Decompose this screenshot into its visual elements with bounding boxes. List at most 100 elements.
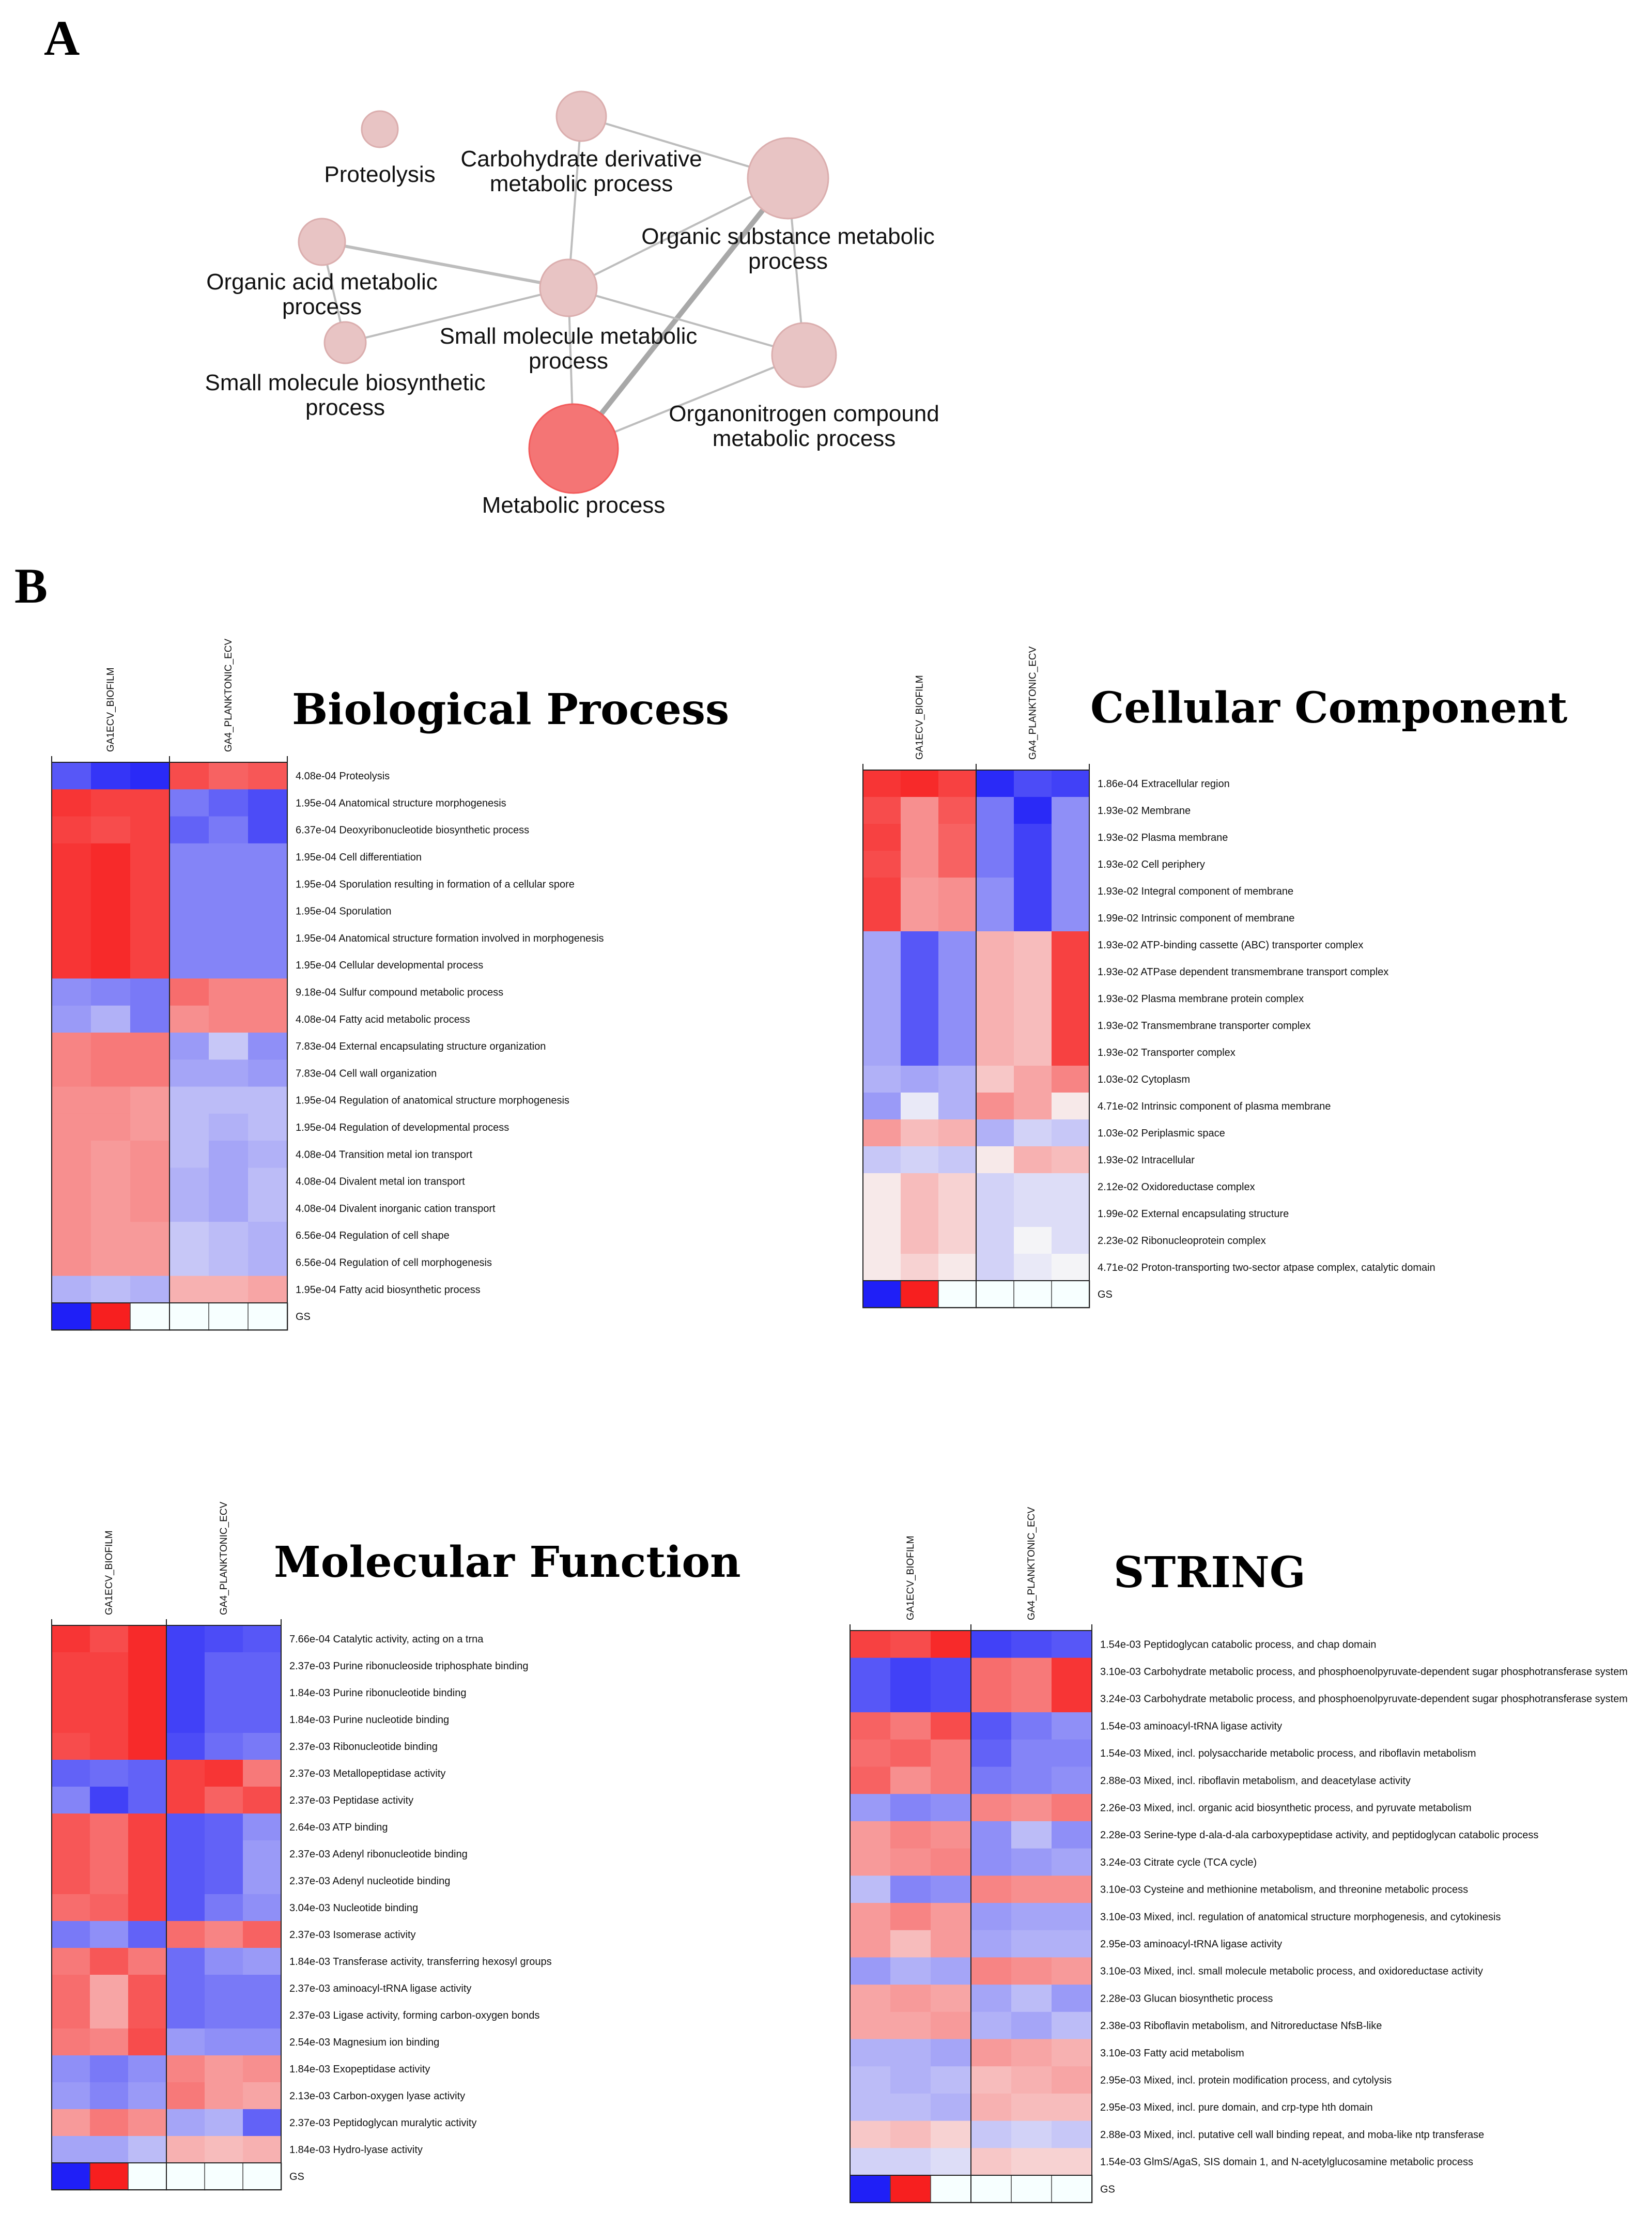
heatmap-cell xyxy=(850,1902,891,1931)
heatmap-cell xyxy=(128,1840,167,1868)
heatmap-cell xyxy=(1052,1985,1092,2012)
heatmap-svg: GA1ECV_BIOFILM GA4_PLANKTONIC_ECV 4.08e-04… xyxy=(51,639,604,1331)
heatmap-cell xyxy=(890,1630,931,1658)
heatmap-cell xyxy=(850,2066,891,2094)
heatmap-cell xyxy=(91,1059,131,1087)
heatmap-row-label: 1.84e-03 Transferase activity, transferr… xyxy=(289,1956,552,1968)
heatmap-cell xyxy=(209,978,249,1006)
heatmap-cell xyxy=(938,985,977,1012)
heatmap-cell xyxy=(890,1794,931,1822)
heatmap-cell xyxy=(850,1821,891,1849)
heatmap-row-label: 1.84e-03 Purine nucleotide binding xyxy=(289,1714,449,1726)
heatmap-cell xyxy=(850,1848,891,1876)
heatmap-cell xyxy=(863,1093,901,1120)
heatmap-row-label: 1.54e-03 Peptidoglycan catabolic process… xyxy=(1100,1639,1376,1650)
heatmap-cell xyxy=(1014,985,1052,1012)
heatmap-cell xyxy=(976,1200,1014,1227)
heatmap-cell xyxy=(205,1733,243,1760)
heatmap-cell xyxy=(248,870,288,898)
heatmap-cell xyxy=(890,1712,931,1740)
heatmap-cell xyxy=(850,1794,891,1822)
gs-cell xyxy=(166,2162,206,2191)
heatmap-cell xyxy=(130,897,170,925)
heatmap-cell xyxy=(976,985,1014,1012)
heatmap-cell xyxy=(169,951,209,979)
heatmap-cell xyxy=(130,1113,170,1141)
heatmap-cell xyxy=(243,1679,282,1707)
heatmap-cell xyxy=(243,1625,282,1653)
heatmap-cell xyxy=(166,1760,205,1787)
heatmap-cell xyxy=(166,1814,205,1841)
heatmap-cell xyxy=(52,1814,90,1841)
heatmap-cell xyxy=(91,789,131,817)
heatmap-cell xyxy=(1011,1712,1052,1740)
heatmap-cell xyxy=(938,770,977,797)
heatmap-cell xyxy=(1011,1794,1052,1822)
heatmap-cell xyxy=(169,1032,209,1060)
heatmap-cell xyxy=(243,2109,282,2137)
heatmap-cell xyxy=(243,2002,282,2029)
heatmap-cell xyxy=(938,904,977,932)
network-edge xyxy=(321,240,569,289)
heatmap-cell xyxy=(901,1119,939,1147)
heatmap-cell xyxy=(128,1706,167,1733)
heatmap-cell xyxy=(901,1200,939,1227)
heatmap-cell xyxy=(931,1712,971,1740)
heatmap-row-label: 2.26e-03 Mixed, incl. organic acid biosy… xyxy=(1100,1803,1472,1814)
heatmap-cell xyxy=(243,1867,282,1895)
heatmap-cell xyxy=(52,978,91,1006)
heatmap-cell xyxy=(128,1867,167,1895)
heatmap-cell xyxy=(209,1275,249,1303)
heatmap-cell xyxy=(52,1679,90,1707)
heatmap-cell xyxy=(169,1275,209,1303)
heatmap-cell xyxy=(91,1032,131,1060)
heatmap-cell xyxy=(1011,1848,1052,1876)
heatmap-cell xyxy=(1052,1200,1090,1227)
heatmap-cell xyxy=(169,1141,209,1169)
heatmap-cell xyxy=(91,1194,131,1222)
heatmap-row-label: 6.56e-04 Regulation of cell morphogenesi… xyxy=(296,1257,492,1269)
heatmap-cell xyxy=(128,1894,167,1922)
heatmap-cell xyxy=(1014,824,1052,851)
heatmap-cell xyxy=(243,2082,282,2110)
heatmap-cell xyxy=(971,2093,1012,2122)
heatmap-cell xyxy=(976,824,1014,851)
heatmap-cell xyxy=(90,1814,129,1841)
heatmap-cell xyxy=(1052,1657,1092,1685)
heatmap-cell xyxy=(1011,1957,1052,1985)
heatmap-cell xyxy=(243,1733,282,1760)
heatmap-row-label: 1.84e-03 Hydro-lyase activity xyxy=(289,2144,423,2156)
heatmap-cell xyxy=(130,843,170,871)
heatmap-cell xyxy=(976,851,1014,878)
heatmap-cell xyxy=(90,1652,129,1680)
heatmap-cell xyxy=(130,1141,170,1169)
heatmap-cell xyxy=(901,1012,939,1039)
heatmap-row-label: 1.54e-03 aminoacyl-tRNA ligase activity xyxy=(1100,1720,1282,1732)
heatmap-column-header: GA1ECV_BIOFILM xyxy=(104,1530,115,1615)
gs-cell xyxy=(242,2162,282,2191)
heatmap-cell xyxy=(1052,1066,1090,1093)
heatmap-cell xyxy=(209,1141,249,1169)
heatmap-cell xyxy=(901,904,939,932)
heatmap-cell xyxy=(205,1679,243,1707)
heatmap-cell xyxy=(1011,1902,1052,1931)
heatmap-cell xyxy=(863,931,901,959)
heatmap-cell xyxy=(52,870,91,898)
gs-cell xyxy=(208,1302,249,1331)
heatmap-cell xyxy=(938,1173,977,1201)
heatmap-row-label: 3.24e-03 Citrate cycle (TCA cycle) xyxy=(1100,1857,1257,1868)
heatmap-cell xyxy=(169,978,209,1006)
heatmap-row-label: 2.88e-03 Mixed, incl. putative cell wall… xyxy=(1100,2129,1484,2141)
heatmap-cell xyxy=(52,1733,90,1760)
heatmap-cell xyxy=(90,1948,129,1975)
heatmap-cell xyxy=(976,1066,1014,1093)
heatmap-cell xyxy=(91,1249,131,1277)
heatmap-cell xyxy=(931,1630,971,1658)
heatmap-cell xyxy=(971,1630,1012,1658)
heatmap-row-label: 1.95e-04 Regulation of developmental pro… xyxy=(296,1122,509,1133)
heatmap-cell xyxy=(850,1630,891,1658)
heatmap-cell xyxy=(931,2148,971,2176)
heatmap-cell xyxy=(863,1200,901,1227)
heatmap-cell xyxy=(90,1760,129,1787)
heatmap-cell xyxy=(976,1093,1014,1120)
